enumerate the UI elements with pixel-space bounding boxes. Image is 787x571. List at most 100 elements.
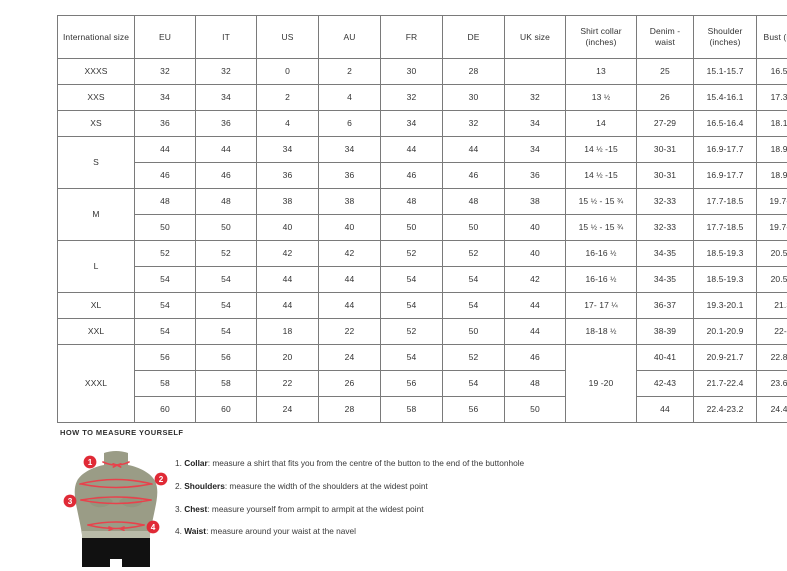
cell-shoulder: 18.5-19.3 [694, 267, 757, 293]
cell-fr: 52 [381, 319, 443, 345]
measurement-instructions-list: 1. Collar: measure a shirt that fits you… [175, 443, 757, 550]
cell-uk-size: 46 [505, 345, 566, 371]
cell-uk-size [505, 59, 566, 85]
cell-fr: 56 [381, 371, 443, 397]
cell-shoulder: 15.1-15.7 [694, 59, 757, 85]
cell-denim-waist: 25 [637, 59, 694, 85]
size-label-l: L [58, 241, 135, 293]
cell-uk-size: 48 [505, 371, 566, 397]
cell-denim-waist: 30-31 [637, 163, 694, 189]
cell-eu: 54 [135, 267, 196, 293]
cell-bust: 18.9-19.7 [757, 137, 787, 163]
size-label-m: M [58, 189, 135, 241]
size-chart-container: International size EU IT US AU FR DE UK … [57, 15, 731, 423]
cell-shoulder: 20.1-20.9 [694, 319, 757, 345]
cell-fr: 32 [381, 85, 443, 111]
svg-text:4: 4 [151, 523, 156, 532]
cell-us: 0 [257, 59, 319, 85]
column-header-au: AU [319, 16, 381, 59]
cell-us: 20 [257, 345, 319, 371]
cell-us: 44 [257, 293, 319, 319]
size-label-xxxl: XXXL [58, 345, 135, 423]
cell-denim-waist: 44 [637, 397, 694, 423]
cell-au: 28 [319, 397, 381, 423]
cell-it: 36 [196, 111, 257, 137]
size-label-xxs: XXS [58, 85, 135, 111]
cell-au: 36 [319, 163, 381, 189]
instruction-text: : measure yourself from armpit to armpit… [207, 504, 423, 514]
cell-shirt-collar: 13 [566, 59, 637, 85]
cell-bust: 21.3-22 [757, 293, 787, 319]
cell-au: 6 [319, 111, 381, 137]
cell-au: 34 [319, 137, 381, 163]
cell-eu: 48 [135, 189, 196, 215]
cell-bust: 19.7- 20.5 [757, 189, 787, 215]
mannequin-shorts [82, 531, 150, 567]
table-body: XXXS3232023028132515.1-15.716.5-17.2XXS3… [58, 59, 787, 423]
how-to-measure-title: HOW TO MEASURE YOURSELF [60, 428, 757, 437]
cell-eu: 46 [135, 163, 196, 189]
cell-shoulder: 19.3-20.1 [694, 293, 757, 319]
cell-us: 4 [257, 111, 319, 137]
cell-shirt-collar: 19 -20 [566, 345, 637, 423]
cell-eu: 56 [135, 345, 196, 371]
cell-denim-waist: 34-35 [637, 267, 694, 293]
cell-de: 52 [443, 345, 505, 371]
cell-us: 36 [257, 163, 319, 189]
size-chart-table: International size EU IT US AU FR DE UK … [57, 15, 787, 423]
instruction-term: Shoulders [184, 481, 225, 491]
cell-denim-waist: 36-37 [637, 293, 694, 319]
cell-it: 46 [196, 163, 257, 189]
cell-de: 50 [443, 319, 505, 345]
cell-denim-waist: 32-33 [637, 215, 694, 241]
cell-au: 2 [319, 59, 381, 85]
size-label-xxl: XXL [58, 319, 135, 345]
instruction-number: 1. [175, 458, 182, 468]
cell-eu: 32 [135, 59, 196, 85]
cell-fr: 54 [381, 293, 443, 319]
column-header-bust: Bust (inches) [757, 16, 787, 59]
size-label-s: S [58, 137, 135, 189]
instruction-term: Waist [184, 526, 206, 536]
cell-eu: 34 [135, 85, 196, 111]
cell-fr: 54 [381, 267, 443, 293]
cell-uk-size: 44 [505, 293, 566, 319]
svg-text:3: 3 [68, 497, 73, 506]
cell-uk-size: 32 [505, 85, 566, 111]
cell-shirt-collar: 15 ½ - 15 ¾ [566, 189, 637, 215]
cell-us: 2 [257, 85, 319, 111]
cell-fr: 46 [381, 163, 443, 189]
cell-shoulder: 22.4-23.2 [694, 397, 757, 423]
cell-fr: 48 [381, 189, 443, 215]
cell-de: 48 [443, 189, 505, 215]
instruction-term: Collar [184, 458, 208, 468]
cell-it: 32 [196, 59, 257, 85]
measurement-instruction-3: 3. Chest: measure yourself from armpit t… [175, 505, 757, 513]
cell-it: 44 [196, 137, 257, 163]
marker-4: 4 [147, 521, 160, 534]
cell-de: 50 [443, 215, 505, 241]
cell-de: 32 [443, 111, 505, 137]
cell-us: 34 [257, 137, 319, 163]
cell-au: 40 [319, 215, 381, 241]
cell-denim-waist: 30-31 [637, 137, 694, 163]
cell-shirt-collar: 14 ½ -15 [566, 163, 637, 189]
cell-it: 54 [196, 293, 257, 319]
table-header: International size EU IT US AU FR DE UK … [58, 16, 787, 59]
cell-au: 44 [319, 267, 381, 293]
marker-3: 3 [64, 495, 77, 508]
cell-uk-size: 38 [505, 189, 566, 215]
cell-shoulder: 16.9-17.7 [694, 163, 757, 189]
cell-eu: 54 [135, 293, 196, 319]
svg-text:1: 1 [88, 458, 93, 467]
cell-it: 56 [196, 345, 257, 371]
cell-fr: 58 [381, 397, 443, 423]
cell-shoulder: 16.5-16.4 [694, 111, 757, 137]
